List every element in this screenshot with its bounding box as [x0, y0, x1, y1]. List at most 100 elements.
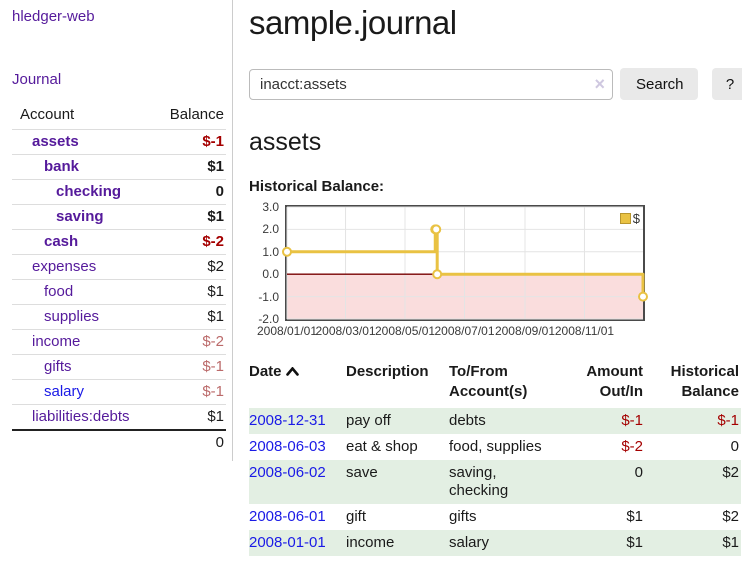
sidebar-item-journal[interactable]: Journal — [12, 71, 62, 88]
chart-series — [282, 206, 648, 320]
account-link[interactable]: liabilities:debts — [32, 408, 130, 425]
account-row-food: food $1 — [12, 279, 226, 305]
page-title: sample.journal — [249, 4, 457, 41]
register-header-row: Date Description To/From Account(s) Amoun… — [249, 360, 741, 408]
account-link[interactable]: cash — [44, 233, 79, 250]
account-row-expenses: expenses $2 — [12, 254, 226, 280]
clear-search-icon[interactable]: × — [594, 73, 605, 94]
x-axis-tick: 2008/07/01 — [434, 324, 495, 338]
account-link[interactable]: bank — [44, 158, 80, 175]
transaction-description: gift — [346, 508, 367, 525]
account-link[interactable]: saving — [56, 208, 104, 225]
accounts-total: 0 — [151, 429, 226, 455]
transaction-row: 2008-12-31 pay off debts $-1 $-1 — [249, 408, 741, 434]
account-column-header: Account — [20, 106, 75, 123]
transaction-date-link[interactable]: 2008-01-01 — [249, 534, 326, 551]
y-axis: 3.0 2.0 1.0 0.0 -1.0 -2.0 — [249, 200, 279, 326]
search-form: × Search ? — [249, 68, 742, 100]
y-axis-tick: -2.0 — [258, 312, 279, 326]
account-balance: $-1 — [151, 379, 226, 405]
account-row-liabilities-debts: liabilities:debts $1 — [12, 404, 226, 430]
transaction-date-link[interactable]: 2008-06-01 — [249, 508, 326, 525]
account-link[interactable]: gifts — [44, 358, 72, 375]
transaction-accounts: saving, checking — [449, 460, 549, 504]
transaction-row: 2008-01-01 income salary $1 $1 — [249, 530, 741, 556]
transaction-description: save — [346, 460, 449, 504]
transaction-balance: $2 — [722, 508, 739, 525]
account-row-saving: saving $1 — [12, 204, 226, 230]
transaction-balance: $-1 — [645, 408, 741, 434]
x-axis-tick: 2008/05/01 — [374, 324, 436, 338]
y-axis-tick: 2.0 — [262, 222, 279, 237]
app-title-link[interactable]: hledger-web — [12, 8, 95, 25]
transaction-row: 2008-06-03 eat & shop food, supplies $-2… — [249, 434, 741, 460]
x-axis-tick: 2008/11/01 — [554, 324, 615, 338]
accounts-column-header: To/From Account(s) — [449, 363, 528, 400]
account-link[interactable]: supplies — [44, 308, 100, 325]
transaction-accounts: debts — [449, 408, 549, 434]
account-balance: $1 — [151, 404, 226, 430]
transaction-amount: $-1 — [549, 408, 645, 434]
legend-label: $ — [632, 211, 640, 226]
date-column-header[interactable]: Date — [249, 360, 346, 408]
transaction-date-link[interactable]: 2008-06-02 — [249, 464, 326, 481]
page: hledger-web Journal Account Balance asse… — [0, 0, 742, 556]
transaction-row: 2008-06-01 gift gifts $1 $2 — [249, 504, 741, 530]
account-link[interactable]: income — [32, 333, 81, 350]
transaction-description: eat & shop — [346, 438, 418, 455]
sort-ascending-icon — [285, 362, 299, 382]
search-input[interactable] — [249, 68, 613, 100]
account-balance: $1 — [151, 154, 226, 180]
account-link[interactable]: assets — [32, 133, 79, 150]
account-row-salary: salary $-1 — [12, 379, 226, 405]
account-row-cash: cash $-2 — [12, 229, 226, 255]
help-button[interactable]: ? — [712, 68, 742, 100]
account-link[interactable]: expenses — [32, 258, 97, 275]
transaction-amount: $1 — [626, 508, 643, 525]
account-balance: $2 — [151, 254, 226, 280]
account-balance: $-1 — [151, 129, 226, 155]
account-link[interactable]: food — [44, 283, 74, 300]
amount-column-header: Amount Out/In — [586, 363, 643, 400]
account-balance: $1 — [151, 204, 226, 230]
accounts-total-row: 0 — [12, 429, 226, 455]
transaction-balance: $2 — [645, 460, 741, 504]
account-heading: assets — [249, 128, 322, 156]
x-axis: 2008/01/01 2008/03/01 2008/05/01 2008/07/01… — [257, 324, 643, 339]
main-content: sample.journal × Search ? assets Histori… — [233, 0, 742, 556]
register-table: Date Description To/From Account(s) Amoun… — [249, 360, 741, 556]
account-balance: $-2 — [151, 329, 226, 355]
legend-swatch-icon — [619, 213, 631, 224]
y-axis-tick: 3.0 — [262, 200, 279, 214]
chart-legend: $ — [619, 211, 640, 226]
transaction-amount: $1 — [549, 530, 645, 556]
historical-balance-chart: 3.0 2.0 1.0 0.0 -1.0 -2.0 $ 2008/01/01 2008/03… — [249, 200, 742, 339]
historical-balance-column-header: Historical Balance — [670, 363, 739, 400]
sidebar: hledger-web Journal Account Balance asse… — [0, 0, 233, 461]
search-button[interactable]: Search — [620, 68, 698, 100]
transaction-balance: 0 — [730, 438, 739, 455]
y-axis-tick: 1.0 — [262, 244, 279, 259]
x-axis-tick: 2008/09/01 — [494, 324, 555, 338]
chart-plot-area: $ — [282, 205, 648, 321]
chart-title: Historical Balance: — [249, 178, 385, 195]
accounts-table: Account Balance assets $-1 bank $1 check… — [12, 103, 226, 455]
transaction-accounts: gifts — [449, 508, 477, 525]
account-link[interactable]: checking — [56, 183, 122, 200]
account-row-assets: assets $-1 — [12, 129, 226, 155]
transaction-amount: $-2 — [621, 438, 643, 455]
account-link[interactable]: salary — [44, 383, 85, 400]
description-column-header: Description — [346, 363, 429, 380]
account-row-supplies: supplies $1 — [12, 304, 226, 330]
accounts-table-header: Account Balance — [12, 103, 226, 130]
x-axis-tick: 2008/03/01 — [315, 324, 376, 338]
y-axis-tick: 0.0 — [262, 267, 279, 282]
transaction-date-link[interactable]: 2008-12-31 — [249, 412, 326, 429]
account-balance: $1 — [151, 279, 226, 305]
y-axis-tick: -1.0 — [258, 289, 279, 304]
account-row-bank: bank $1 — [12, 154, 226, 180]
account-row-income: income $-2 — [12, 329, 226, 355]
transaction-accounts: salary — [449, 530, 549, 556]
account-row-gifts: gifts $-1 — [12, 354, 226, 380]
transaction-date-link[interactable]: 2008-06-03 — [249, 438, 326, 455]
